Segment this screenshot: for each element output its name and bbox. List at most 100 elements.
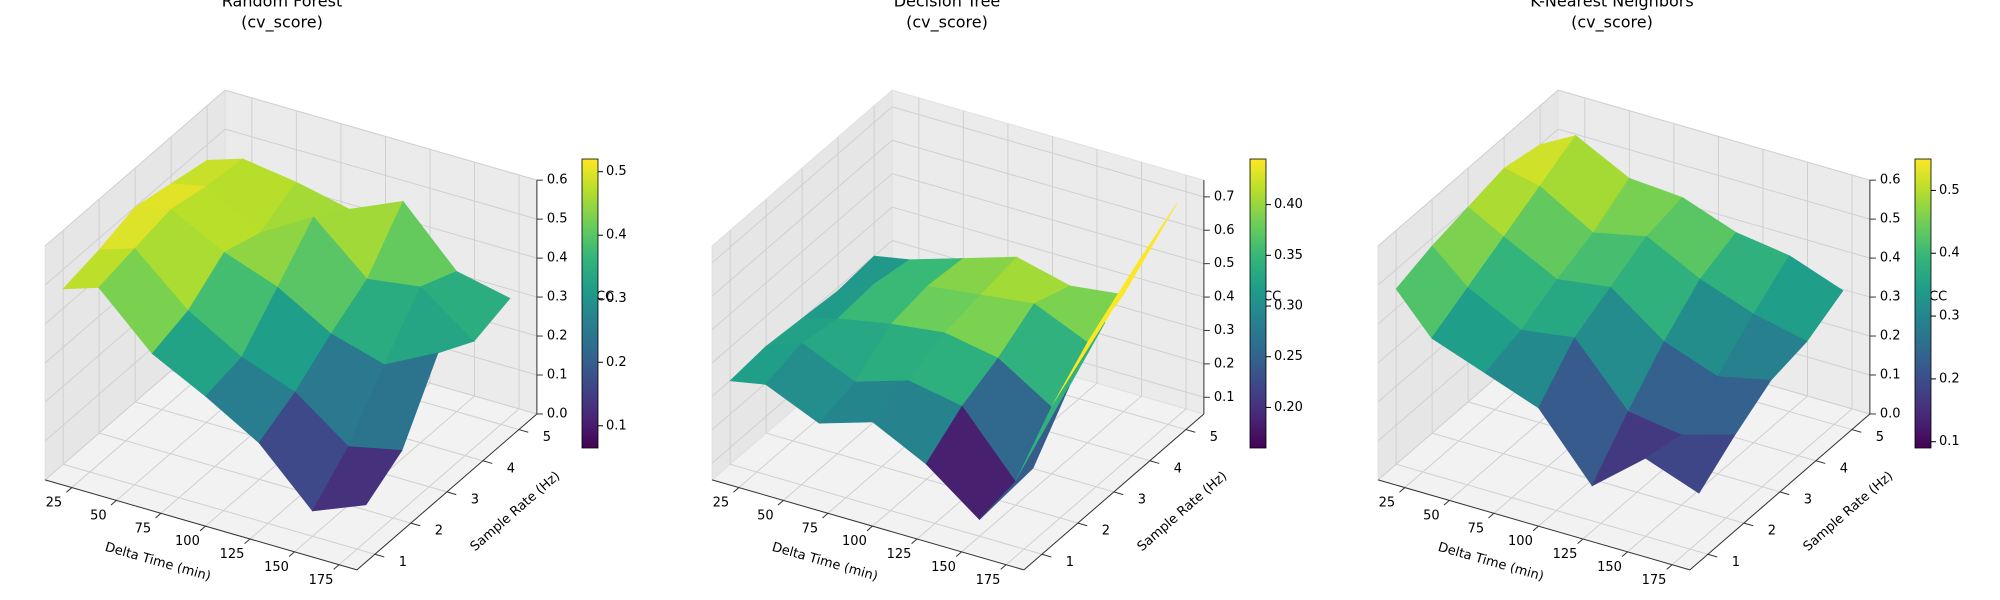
colorbar-tick-label: 0.25	[1274, 349, 1303, 364]
y-grid-line	[729, 463, 1043, 555]
y-tick	[410, 522, 421, 527]
y-grid-line	[62, 463, 376, 555]
y-tick-label: 3	[471, 493, 479, 508]
x-tick	[66, 487, 73, 493]
y-tick	[1743, 522, 1754, 527]
x-tick	[244, 538, 251, 545]
x-tick-label: 150	[1597, 560, 1622, 575]
z-grid-line	[891, 139, 1205, 231]
z-grid-line	[224, 89, 538, 181]
colorbar-tick-label: 0.3	[606, 291, 627, 306]
colorbar-tick-label: 0.40	[1274, 197, 1303, 212]
y-tick-label: 5	[1876, 430, 1884, 445]
y-tick-label: 4	[1174, 461, 1182, 476]
surface-panel: 25 50 75 100 125 150 175 1 2 3 4 5 0.0 0.1 0.2 0.3 0.4 0.…	[1377, 89, 1947, 588]
z-tick-label: 0.3	[547, 290, 568, 305]
colorbar-tick-label: 0.20	[1274, 400, 1303, 415]
y-tick	[1041, 553, 1052, 558]
z-grid-line	[891, 106, 1205, 198]
y-tick	[1851, 429, 1862, 433]
x-axis-line	[711, 479, 1025, 571]
y-tick-label: 5	[1210, 430, 1218, 445]
z-grid-line	[224, 128, 538, 220]
colorbar-tick-label: 0.4	[1939, 246, 1960, 261]
z-tick-label: 0.2	[1214, 356, 1235, 371]
y-tick	[1779, 491, 1790, 496]
x-tick-label: 50	[1423, 509, 1440, 524]
colorbar-tick-label: 0.1	[1939, 434, 1960, 449]
x-axis-line	[1377, 479, 1691, 571]
z-tick-label: 0.1	[1880, 368, 1901, 383]
x-tick	[777, 500, 784, 506]
x-tick	[866, 525, 873, 532]
y-axis-line	[1689, 413, 1871, 571]
x-axis-line	[44, 479, 358, 571]
z-grid-line	[1557, 128, 1871, 220]
x-tick-label: 25	[46, 496, 63, 511]
y-tick-label: 3	[1138, 493, 1146, 508]
y-tick	[1707, 553, 1718, 558]
x-tick-label: 75	[1468, 521, 1485, 536]
colorbar-tick-label: 0.5	[1939, 183, 1960, 198]
x-tick	[1000, 564, 1007, 570]
z-grid-line	[44, 89, 226, 247]
z-tick-label: 0.3	[1214, 323, 1235, 338]
z-tick-label: 0.7	[1214, 189, 1235, 204]
y-tick	[374, 553, 385, 558]
colorbar-tick-label: 0.30	[1274, 299, 1303, 314]
colorbar-tick-label: 0.4	[606, 228, 627, 243]
y-tick	[446, 491, 457, 496]
y-axis-line	[356, 413, 538, 571]
y-tick	[482, 460, 493, 464]
z-tick-label: 0.1	[1214, 390, 1235, 405]
x-tick-label: 25	[713, 496, 730, 511]
x-tick-label: 75	[802, 521, 819, 536]
x-tick	[288, 551, 295, 557]
colorbar-tick-label: 0.1	[606, 418, 627, 433]
x-tick	[1577, 538, 1584, 545]
y-axis-label: Sample Rate (Hz)	[468, 469, 564, 555]
y-tick	[1185, 429, 1196, 433]
z-tick-label: 0.4	[1880, 251, 1901, 266]
z-tick-label: 0.6	[1214, 223, 1235, 238]
y-axis-line	[1023, 413, 1205, 571]
z-tick-label: 0.0	[1880, 406, 1901, 421]
y-tick-label: 5	[543, 430, 551, 445]
z-tick-label: 0.5	[547, 212, 568, 227]
x-tick-label: 50	[90, 509, 107, 524]
y-tick-label: 3	[1804, 493, 1812, 508]
z-tick-label: 0.5	[1214, 256, 1235, 271]
x-tick-label: 175	[309, 573, 334, 588]
y-tick-label: 2	[1102, 524, 1110, 539]
x-tick-label: 100	[1508, 534, 1533, 549]
x-tick-label: 50	[757, 509, 774, 524]
colorbar-tick-label: 0.3	[1939, 309, 1960, 324]
x-tick-label: 75	[135, 521, 152, 536]
chart-title: K-Nearest Neighbors	[1530, 0, 1693, 11]
x-tick-label: 100	[842, 534, 867, 549]
x-tick	[199, 525, 206, 532]
x-tick-label: 175	[1642, 573, 1667, 588]
colorbar	[1914, 158, 1932, 449]
x-tick-label: 125	[1553, 547, 1578, 562]
surface-panel: 25 50 75 100 125 150 175 1 2 3 4 5 0.1 0.2 0.3 0.4 0.5 0.…	[711, 89, 1281, 588]
z-grid-line	[1377, 89, 1559, 247]
x-tick	[1532, 525, 1539, 532]
x-tick-label: 125	[220, 547, 245, 562]
colorbar-tick-label: 0.2	[606, 355, 627, 370]
z-tick-label: 0.2	[1880, 329, 1901, 344]
x-tick	[110, 500, 117, 506]
y-axis-label: Sample Rate (Hz)	[1135, 469, 1231, 555]
surface-facet	[979, 386, 1070, 520]
z-grid-line	[1557, 89, 1871, 181]
y-grid-line	[1395, 463, 1709, 555]
y-tick	[1113, 491, 1124, 496]
x-tick-label: 150	[931, 560, 956, 575]
y-tick-label: 1	[1066, 555, 1074, 570]
chart-title: Decision Tree	[894, 0, 1001, 11]
x-tick	[1621, 551, 1628, 557]
chart-subtitle: (cv_score)	[1571, 13, 1653, 33]
x-tick-label: 125	[887, 547, 912, 562]
x-tick	[955, 551, 962, 557]
y-grid-line	[98, 432, 412, 524]
